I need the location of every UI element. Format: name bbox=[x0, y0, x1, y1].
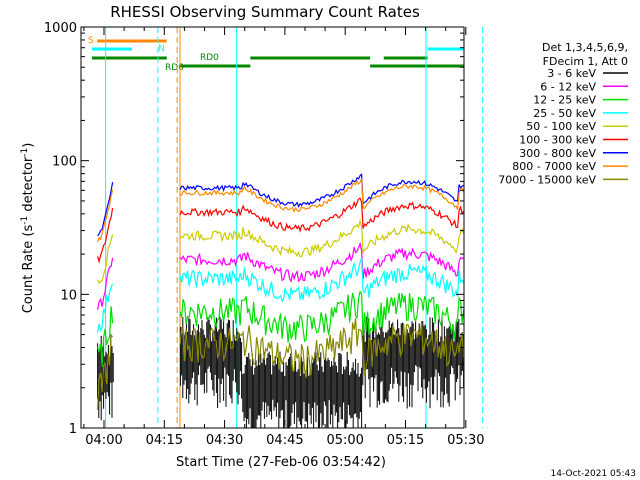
state-bars: S N RD0 RD6 bbox=[88, 36, 464, 73]
x-tick-label: 04:30 bbox=[206, 433, 243, 448]
state-bar-label: RD0 bbox=[200, 53, 219, 63]
series-line bbox=[97, 257, 465, 333]
y-tick-label: 100 bbox=[52, 155, 77, 170]
plot-frame bbox=[80, 26, 465, 429]
y-axis: 1 10 100 1000 bbox=[44, 21, 464, 437]
x-tick-label: 04:00 bbox=[85, 433, 122, 448]
series-line bbox=[97, 318, 465, 410]
y-axis-label: Count Rate (s-1 detector-1) bbox=[20, 143, 36, 314]
series-group bbox=[97, 173, 465, 428]
series-line bbox=[97, 173, 464, 237]
legend-label: 12 - 25 keV bbox=[533, 94, 596, 107]
legend-label: 7000 - 15000 keV bbox=[498, 173, 596, 186]
x-axis-label: Start Time (27-Feb-06 03:54:42) bbox=[176, 455, 386, 470]
state-bar-label: S bbox=[88, 36, 94, 46]
chart-title: RHESSI Observing Summary Count Rates bbox=[110, 3, 420, 21]
y-tick-label: 1 bbox=[69, 422, 77, 437]
state-bar-label: N bbox=[158, 44, 165, 54]
legend-label: 6 - 12 keV bbox=[540, 80, 596, 93]
legend-header: FDecim 1, Att 0 bbox=[543, 55, 628, 68]
legend-label: 25 - 50 keV bbox=[533, 107, 596, 120]
y-tick-label: 1000 bbox=[44, 21, 77, 36]
legend: Det 1,3,4,5,6,9,FDecim 1, Att 03 - 6 keV… bbox=[498, 41, 628, 186]
legend-header: Det 1,3,4,5,6,9, bbox=[542, 41, 628, 54]
x-tick-label: 05:00 bbox=[326, 433, 363, 448]
x-tick-label: 05:15 bbox=[387, 433, 424, 448]
legend-label: 800 - 7000 keV bbox=[512, 160, 596, 173]
x-tick-label: 04:15 bbox=[146, 433, 183, 448]
footer-timestamp: 14-Oct-2021 05:43 bbox=[551, 469, 636, 479]
x-tick-label: 04:45 bbox=[266, 433, 303, 448]
state-bar-label: RD6 bbox=[165, 63, 184, 73]
series-line bbox=[97, 241, 464, 310]
series-line bbox=[97, 316, 465, 428]
legend-label: 300 - 800 keV bbox=[519, 147, 596, 160]
y-tick-label: 10 bbox=[60, 288, 77, 303]
legend-label: 100 - 300 keV bbox=[519, 134, 596, 147]
series-line bbox=[97, 178, 465, 243]
x-tick-label: 05:30 bbox=[447, 433, 484, 448]
series-line bbox=[97, 290, 465, 368]
series-line bbox=[97, 218, 465, 285]
legend-label: 50 - 100 keV bbox=[526, 120, 596, 133]
series-line bbox=[97, 197, 465, 264]
legend-label: 3 - 6 keV bbox=[547, 67, 596, 80]
x-axis: 04:00 04:15 04:30 04:45 05:00 05:15 05:30 bbox=[83, 27, 485, 448]
